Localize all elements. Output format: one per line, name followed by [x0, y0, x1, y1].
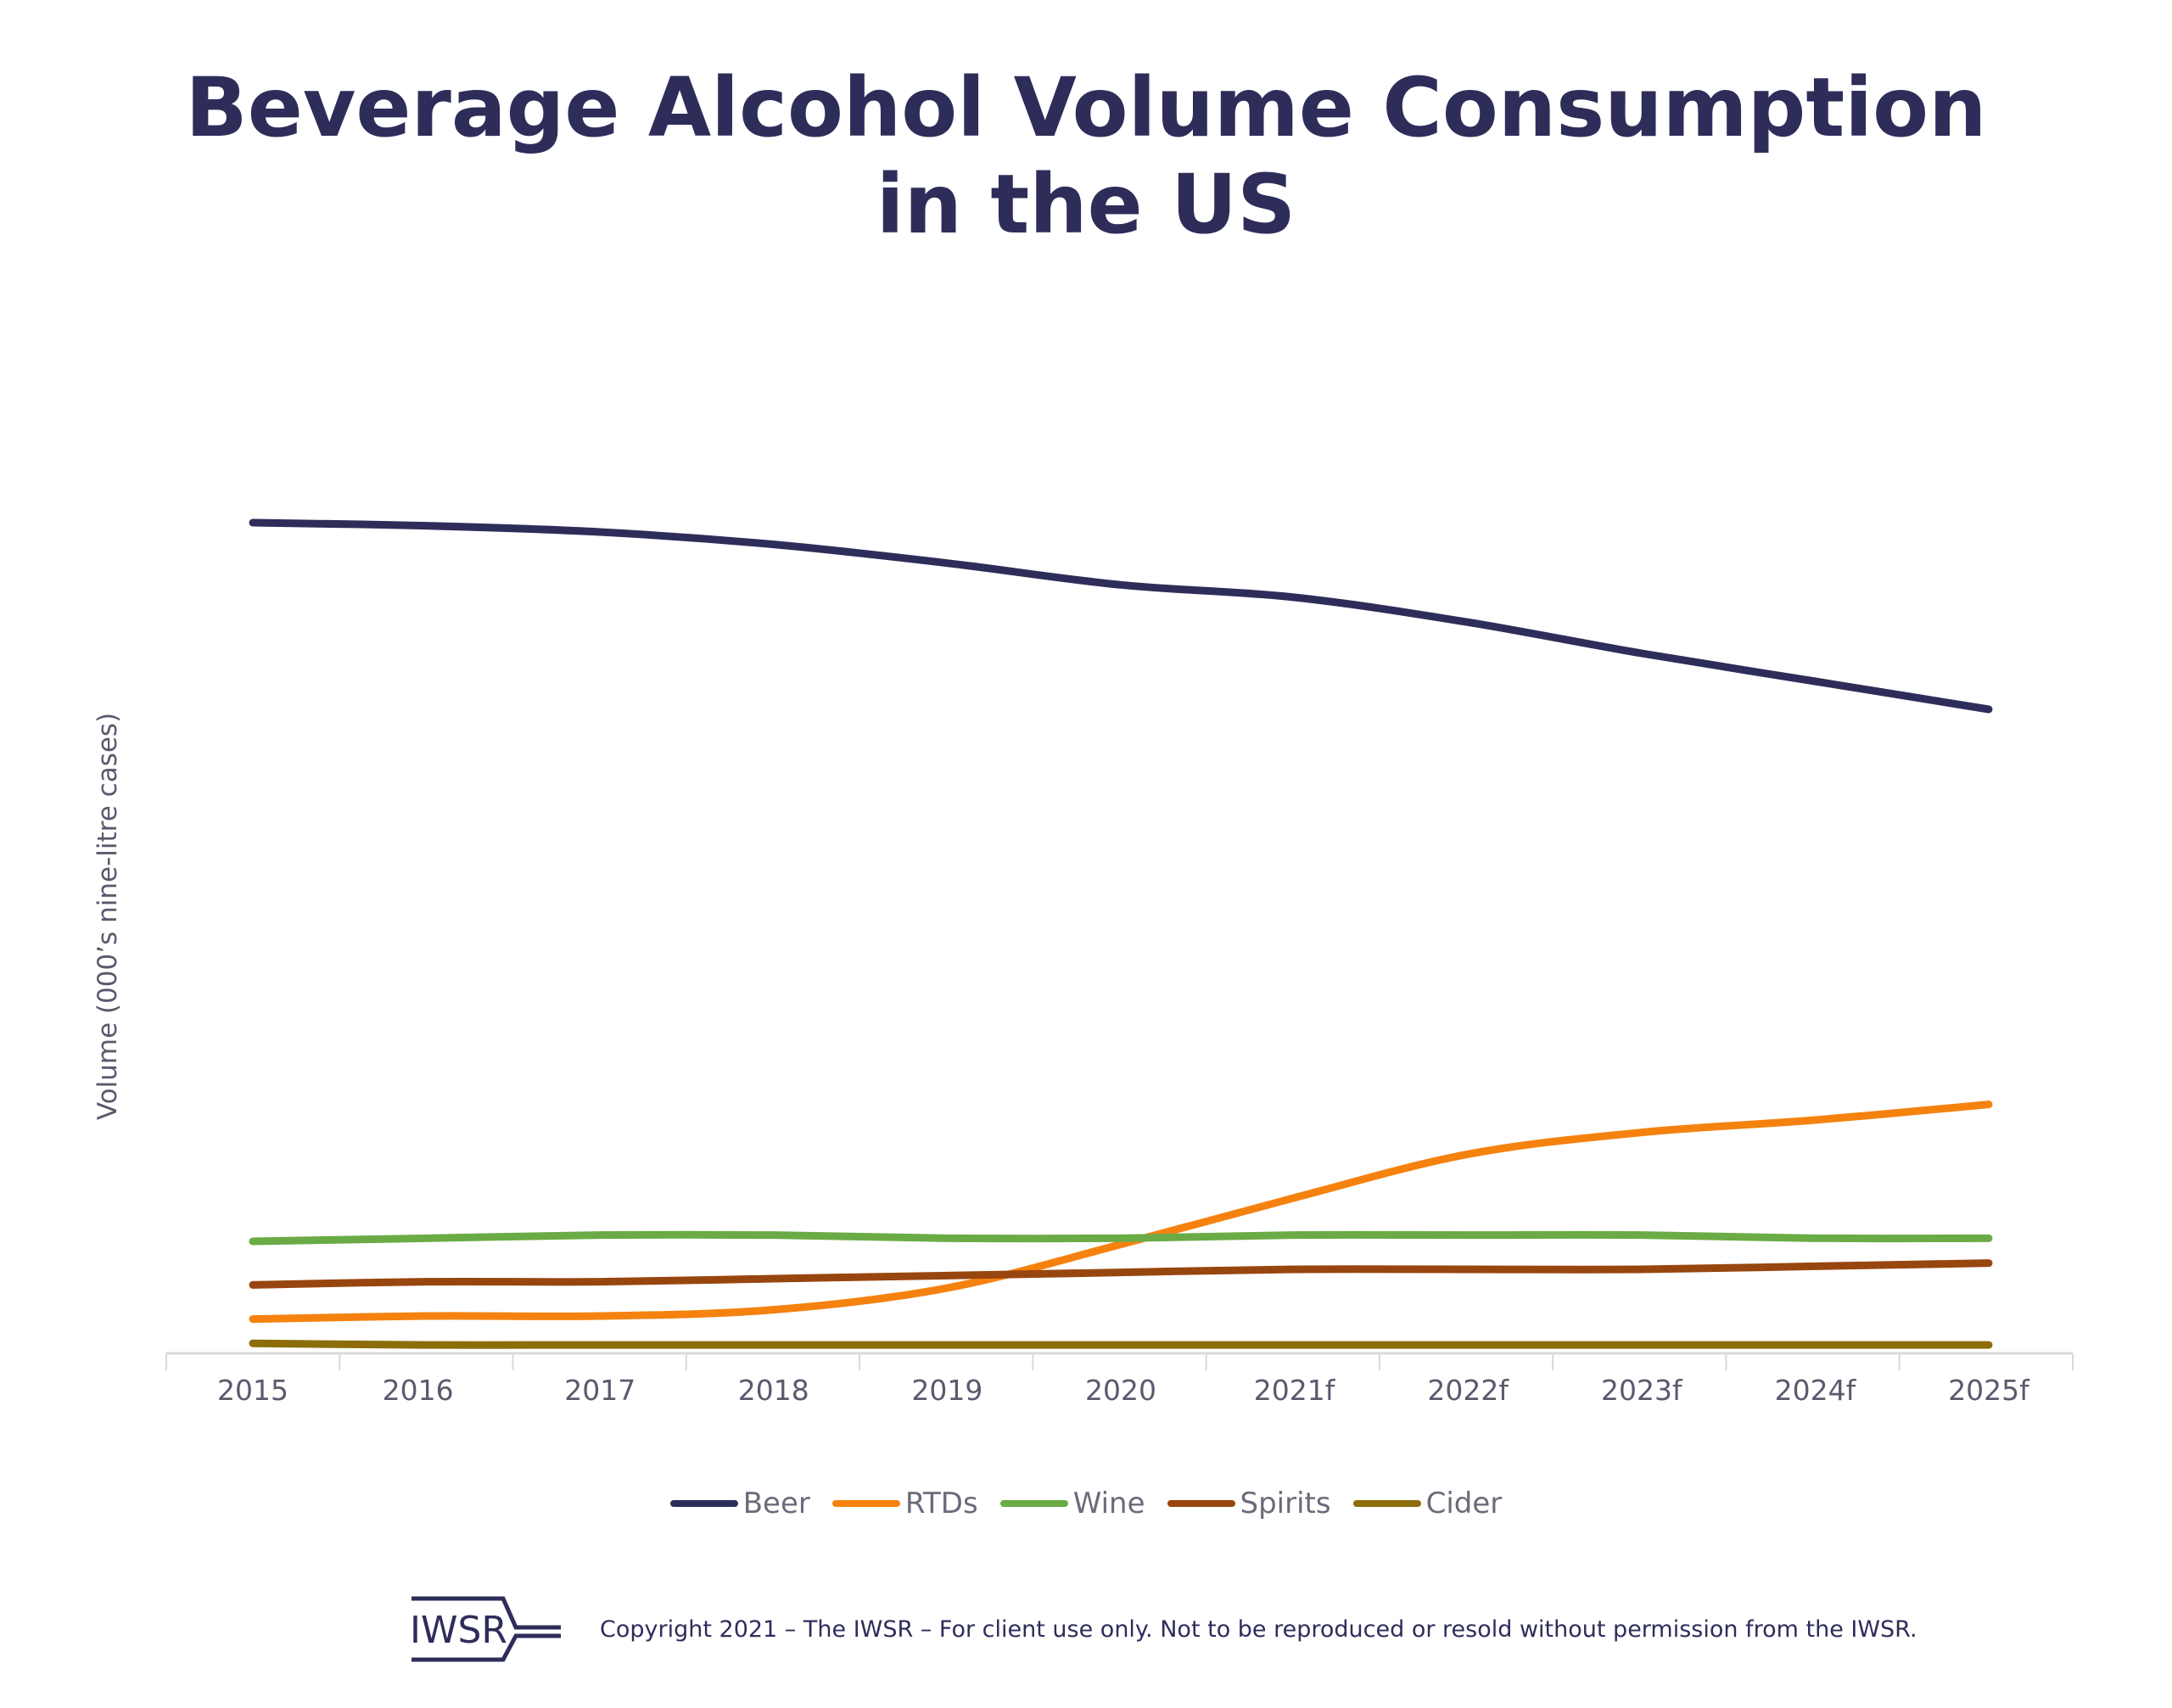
series-line-spirits — [249, 1259, 1993, 1289]
series-lines — [249, 518, 1993, 1349]
x-tick-label: 2016 — [383, 1374, 454, 1407]
chart-title-line-2: in the US — [876, 157, 1296, 252]
x-axis: 2015 2016 2017 2018 2019 2020 2021f 2022f 2023f 2… — [165, 1352, 2074, 1407]
legend-label: Spirits — [1240, 1487, 1331, 1520]
iwsr-logo: IWSR — [410, 1596, 561, 1662]
logo-text: IWSR — [410, 1609, 507, 1652]
x-tick-label: 2021f — [1254, 1374, 1336, 1407]
x-tick-label: 2023f — [1601, 1374, 1683, 1407]
series-line-beer — [249, 518, 1993, 714]
legend-swatch — [1352, 1500, 1421, 1507]
legend-item-cider: Cider — [1352, 1487, 1503, 1520]
legend-label: Cider — [1425, 1487, 1503, 1520]
legend-item-beer: Beer — [669, 1487, 810, 1520]
line-chart: Volume (000’s nine-litre cases) 2015 2016… — [92, 518, 2074, 1407]
x-tick-label: 2020 — [1085, 1374, 1156, 1407]
legend-swatch — [831, 1500, 900, 1507]
x-tick-label: 2015 — [217, 1374, 288, 1407]
chart-title-line-1: Beverage Alcohol Volume Consumption — [185, 60, 1987, 155]
series-line-wine — [249, 1230, 1993, 1246]
legend-item-rtds: RTDs — [831, 1487, 978, 1520]
legend-label: Wine — [1072, 1487, 1145, 1520]
y-axis-label: Volume (000’s nine-litre cases) — [92, 713, 123, 1120]
x-tick-label: 2019 — [911, 1374, 982, 1407]
legend-swatch — [999, 1500, 1068, 1507]
series-line-cider — [249, 1339, 1993, 1349]
x-tick-label: 2022f — [1427, 1374, 1509, 1407]
x-tick-label: 2018 — [738, 1374, 809, 1407]
legend-label: Beer — [742, 1487, 810, 1520]
series-line-rtds — [249, 1100, 1993, 1324]
legend-item-spirits: Spirits — [1167, 1487, 1331, 1520]
footer: IWSR Copyright 2021 – The IWSR – For cli… — [410, 1595, 1917, 1663]
legend: Beer RTDs Wine Spirits Cider — [0, 1487, 2172, 1520]
legend-item-wine: Wine — [999, 1487, 1145, 1520]
x-tick-label: 2017 — [564, 1374, 635, 1407]
x-tick-label: 2025f — [1948, 1374, 2030, 1407]
legend-swatch — [669, 1500, 738, 1507]
chart-title: Beverage Alcohol Volume Consumption in t… — [0, 59, 2172, 253]
copyright-text: Copyright 2021 – The IWSR – For client u… — [600, 1616, 1917, 1643]
legend-label: RTDs — [904, 1487, 978, 1520]
legend-swatch — [1167, 1500, 1235, 1507]
x-tick-label: 2024f — [1775, 1374, 1857, 1407]
